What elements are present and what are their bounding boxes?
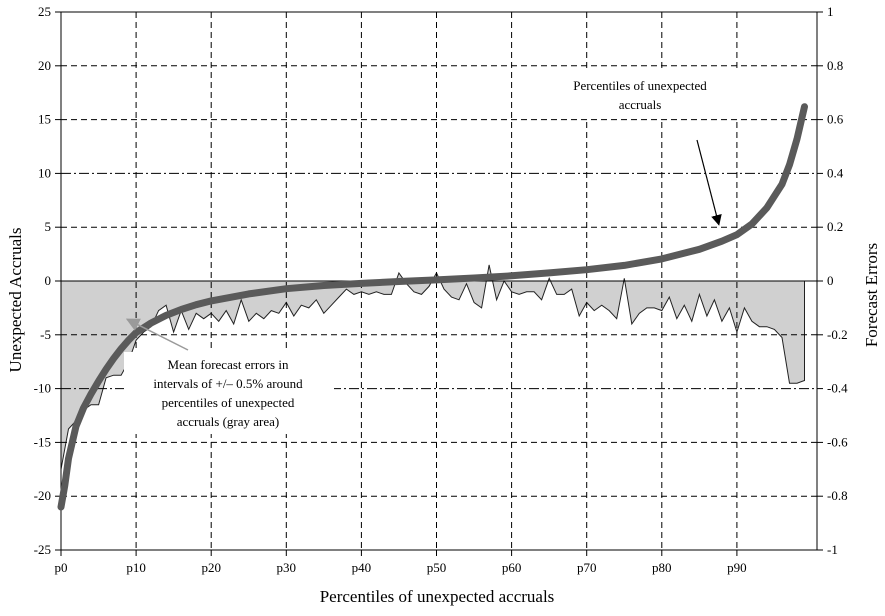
left-y-tick-label: -15 (34, 434, 51, 449)
area-annotation-line-4: accruals (gray area) (177, 414, 279, 429)
area-annotation-line-1: Mean forecast errors in (168, 357, 289, 372)
x-tick-label: p60 (502, 560, 522, 575)
x-tick-label: p80 (652, 560, 672, 575)
plot-border (60, 11, 818, 551)
unexpected-accruals-curve-layer (57, 103, 808, 511)
right-y-axis-title: Forecast Errors (862, 243, 881, 347)
left-y-tick-label: 25 (38, 4, 51, 19)
left-y-tick-label: -5 (40, 327, 51, 342)
left-y-tick-label: -20 (34, 488, 51, 503)
left-y-tick-label: 10 (38, 165, 51, 180)
area-annotation-arrow (125, 318, 189, 351)
right-y-tick-label: 0 (827, 273, 834, 288)
right-y-tick-label: 0.4 (827, 165, 844, 180)
x-tick-label: p10 (126, 560, 146, 575)
left-y-tick-label: 20 (38, 58, 51, 73)
left-y-axis-title: Unexpected Accruals (6, 228, 25, 373)
right-y-tick-label: -0.2 (827, 327, 848, 342)
left-y-tick-label: 5 (45, 219, 52, 234)
curve-annotation-background (540, 72, 740, 118)
right-y-tick-label: -0.4 (827, 381, 848, 396)
x-tick-label: p70 (577, 560, 597, 575)
curve-annotation-line-1: Percentiles of unexpected (573, 78, 707, 93)
right-y-tick-label: -0.6 (827, 434, 848, 449)
annotations: Percentiles of unexpected accruals Mean … (125, 78, 722, 429)
x-tick-label: p20 (201, 560, 221, 575)
right-y-tick-label: 0.8 (827, 58, 843, 73)
right-y-tick-label: 1 (827, 4, 834, 19)
left-y-tick-label: 0 (45, 273, 52, 288)
area-annotation-line-3: percentiles of unexpected (162, 395, 295, 410)
x-tick-label: p40 (352, 560, 372, 575)
curve-annotation-line-2: accruals (619, 97, 662, 112)
area-annotation-line-2: intervals of +/– 0.5% around (153, 376, 303, 391)
right-y-tick-label: -0.8 (827, 488, 848, 503)
x-tick-label: p90 (727, 560, 747, 575)
right-y-tick-label: 0.6 (827, 112, 844, 127)
x-tick-label: p30 (277, 560, 297, 575)
area-annotation-background (124, 352, 334, 434)
unexpected-accruals-curve (57, 103, 808, 511)
left-y-tick-label: 15 (38, 112, 51, 127)
left-y-tick-label: -10 (34, 381, 51, 396)
tick-labels: 25 20 15 10 5 0 -5 -10 -15 -20 -25 1 0.8 0.6 0.4 0.2 0 -0… (34, 4, 848, 575)
x-tick-label: p0 (55, 560, 68, 575)
x-tick-label: p50 (427, 560, 447, 575)
x-axis-title: Percentiles of unexpected accruals (320, 587, 555, 606)
curve-annotation-arrow (696, 139, 722, 226)
right-y-tick-label: 0.2 (827, 219, 843, 234)
left-y-tick-label: -25 (34, 542, 51, 557)
right-y-tick-label: -1 (827, 542, 838, 557)
